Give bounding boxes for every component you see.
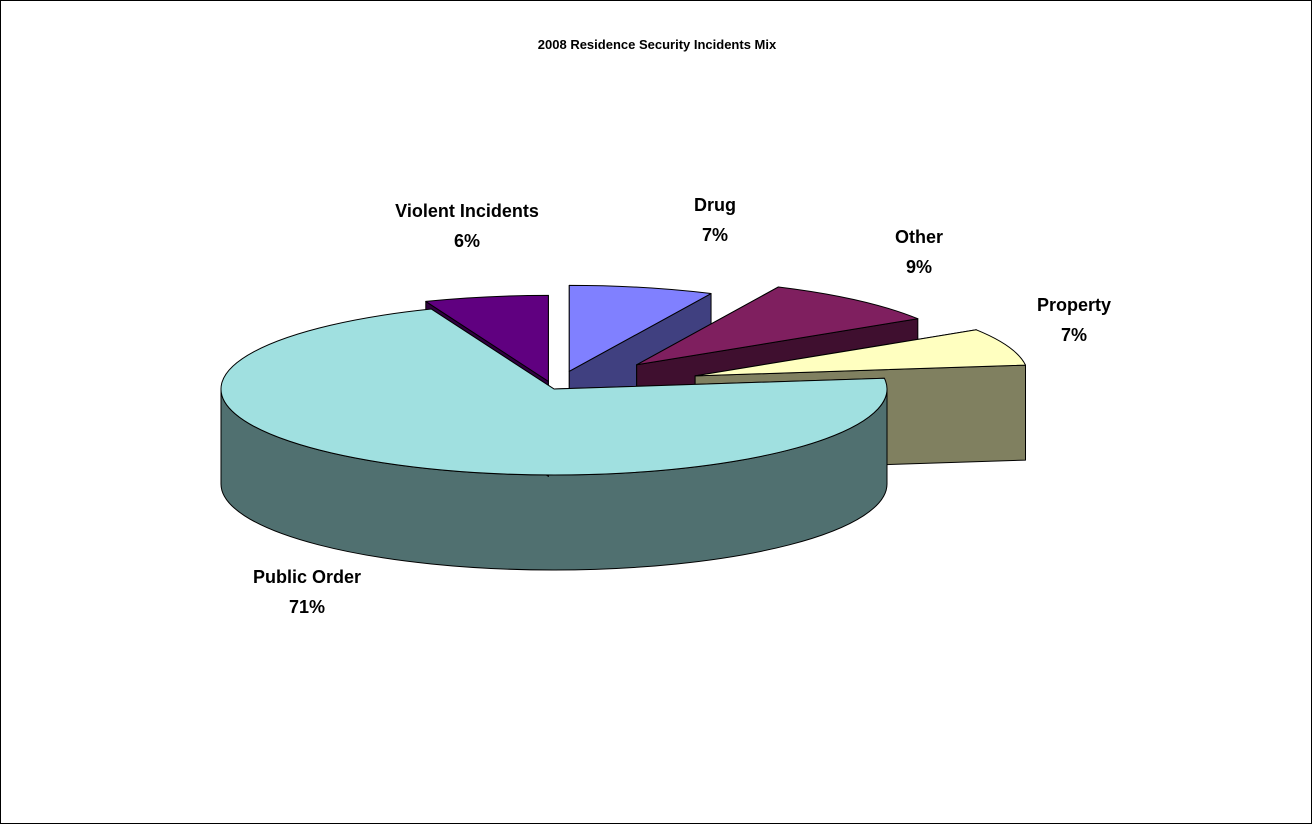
slice-drug	[568, 284, 712, 372]
pie-tops	[220, 284, 1027, 476]
slice-property	[694, 329, 1027, 377]
label-property: Property	[1037, 295, 1111, 315]
label-public-order-percent: 71%	[289, 597, 325, 617]
label-other: Other	[895, 227, 943, 247]
label-drug-percent: 7%	[702, 225, 728, 245]
label-drug: Drug	[694, 195, 736, 215]
slice-other	[636, 286, 919, 366]
label-violent-incidents-percent: 6%	[454, 231, 480, 251]
label-property-percent: 7%	[1061, 325, 1087, 345]
label-violent-incidents: Violent Incidents	[395, 201, 539, 221]
pie-labels: Drug 7% Other 9% Property 7% Public Order 71% Vi…	[253, 195, 1111, 617]
label-public-order: Public Order	[253, 567, 361, 587]
slice-public-order	[220, 308, 888, 476]
label-other-percent: 9%	[906, 257, 932, 277]
chart-title: 2008 Residence Security Incidents Mix	[537, 37, 777, 52]
slice-violent-incidents	[425, 294, 549, 382]
